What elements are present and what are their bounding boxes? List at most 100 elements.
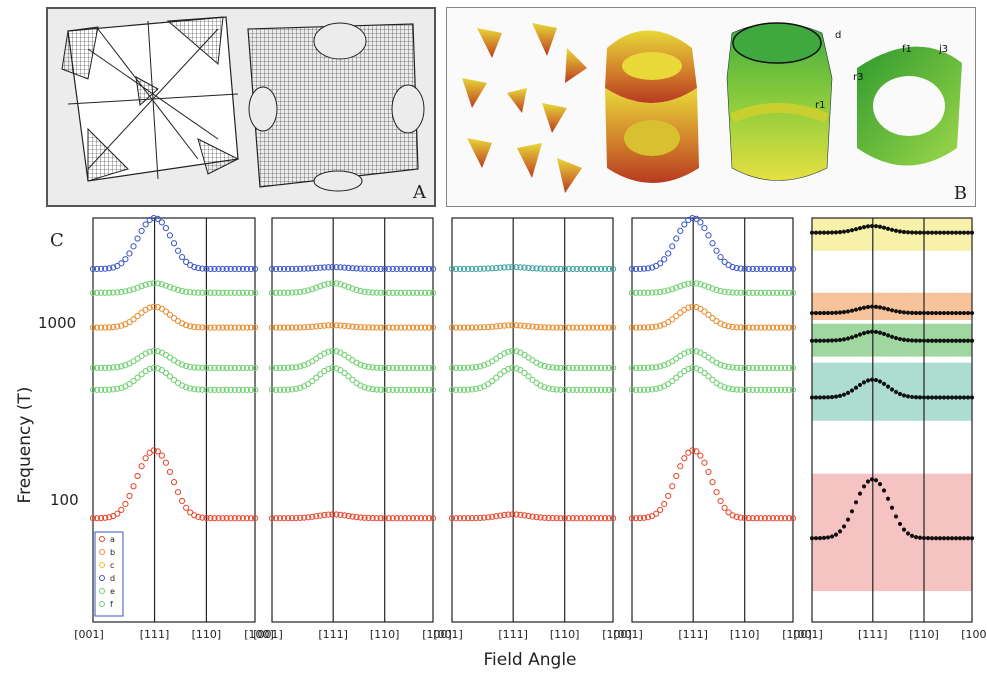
data-point	[761, 515, 768, 522]
series-red-low	[628, 447, 797, 522]
data-point	[235, 364, 242, 372]
data-point	[889, 334, 895, 339]
subplot-1: [001] [111] [110] [100]	[74, 214, 274, 641]
data-point	[645, 324, 652, 331]
data-point	[753, 364, 760, 372]
data-point	[721, 288, 728, 295]
data-point	[745, 515, 752, 522]
data-point	[223, 265, 230, 273]
data-point	[849, 228, 855, 233]
panel-b: d f1 j3 r3 r1 B	[446, 7, 976, 207]
data-point	[721, 258, 728, 266]
label-j3: j3	[938, 44, 948, 55]
data-point	[773, 515, 781, 522]
data-point	[473, 265, 480, 272]
y-axis-label: Frequency (T)	[15, 387, 35, 504]
data-point	[636, 265, 644, 272]
data-point	[329, 511, 336, 518]
subplot-frame	[811, 217, 973, 623]
legend-entry: c	[110, 561, 114, 570]
data-point	[697, 281, 704, 288]
wireframe-left	[61, 16, 240, 182]
data-point	[601, 386, 609, 393]
data-point	[203, 364, 210, 371]
data-point	[460, 265, 468, 273]
data-point	[195, 513, 202, 520]
data-point	[493, 374, 500, 381]
panel-b-surfaces: d f1 j3 r3 r1	[462, 22, 962, 193]
data-point	[369, 515, 376, 522]
data-point	[829, 394, 835, 400]
data-point	[409, 515, 416, 522]
data-point	[333, 264, 340, 271]
data-point	[945, 230, 951, 235]
data-point	[945, 310, 951, 316]
subplots: [001] [111] [110] [100][001] [111] [110] [100]…	[74, 214, 987, 641]
data-point	[280, 289, 288, 296]
data-point	[361, 324, 368, 331]
data-point	[681, 281, 688, 288]
data-point	[849, 509, 855, 514]
data-point	[223, 364, 230, 372]
data-point	[469, 324, 476, 331]
data-point	[297, 384, 304, 391]
data-point	[456, 515, 464, 522]
surface-column-green	[726, 22, 833, 181]
data-point	[425, 289, 433, 296]
data-point	[485, 380, 492, 388]
data-point	[569, 386, 576, 393]
data-point	[501, 322, 508, 329]
data-point	[869, 329, 875, 334]
data-point	[649, 264, 656, 271]
panel-a: A	[46, 7, 436, 207]
data-point	[673, 374, 680, 381]
data-point	[183, 362, 190, 370]
data-point	[297, 514, 304, 522]
data-point	[134, 235, 141, 242]
data-point	[685, 304, 692, 311]
data-point	[243, 515, 250, 522]
data-point	[187, 323, 194, 330]
label-r3: r3	[853, 72, 863, 83]
data-point	[557, 364, 564, 371]
subplot-4: [001] [111] [110] [100]	[613, 214, 812, 641]
data-point	[272, 515, 280, 522]
data-point	[413, 265, 420, 273]
data-point	[126, 492, 133, 500]
data-point	[709, 314, 716, 322]
data-point	[829, 338, 835, 343]
legend-marker	[99, 549, 105, 555]
label-f1: f1	[902, 44, 912, 55]
data-point	[297, 265, 304, 272]
data-point	[525, 323, 532, 330]
data-point	[377, 515, 384, 522]
data-point	[110, 386, 117, 393]
data-point	[549, 265, 556, 273]
data-point	[497, 512, 504, 519]
data-point	[393, 515, 400, 522]
data-point	[413, 386, 420, 393]
data-point	[285, 289, 292, 296]
data-point	[745, 386, 752, 393]
data-point	[965, 395, 971, 400]
data-point	[636, 289, 644, 296]
data-point	[397, 515, 404, 522]
data-point	[661, 362, 668, 369]
data-point	[268, 386, 276, 393]
data-point	[789, 386, 797, 393]
data-point	[215, 289, 222, 296]
legend-entry: d	[110, 574, 115, 583]
data-point	[917, 395, 923, 400]
data-point	[865, 378, 871, 383]
data-point	[166, 373, 174, 380]
data-point	[553, 386, 560, 393]
subplot-3: [001] [111] [110] [100]	[433, 217, 632, 641]
data-point	[98, 289, 105, 296]
data-point	[179, 361, 186, 368]
data-point	[243, 364, 250, 372]
data-point	[357, 265, 364, 272]
data-point	[609, 265, 617, 273]
data-point	[969, 536, 975, 541]
data-point	[106, 324, 113, 331]
data-point	[665, 287, 672, 294]
